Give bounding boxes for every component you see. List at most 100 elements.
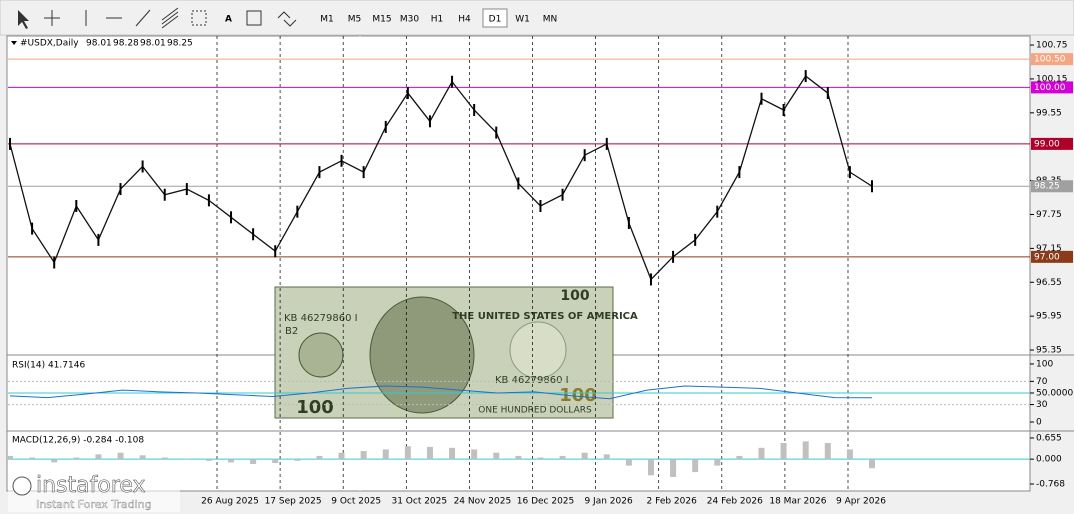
- logo-icon: [12, 476, 32, 496]
- macd-bar: [493, 452, 500, 460]
- level-tag: [1031, 137, 1073, 150]
- date-label: 17 Sep 2025: [265, 497, 322, 507]
- y-tick-label: 0: [1036, 417, 1042, 427]
- timeframe-button[interactable]: M5: [348, 15, 362, 25]
- bill-country: THE UNITED STATES OF AMERICA: [452, 311, 638, 322]
- macd-bar: [360, 451, 367, 460]
- macd-label: MACD(12,26,9) -0.284 -0.108: [12, 436, 144, 446]
- watermark-oval: [509, 321, 567, 379]
- trendline-tool[interactable]: [135, 9, 151, 27]
- macd-bar: [51, 459, 58, 463]
- date-label: 9 Apr 2026: [836, 497, 886, 507]
- macd-bar: [515, 455, 522, 460]
- date-label: 9 Jan 2026: [584, 497, 632, 507]
- level-label: 100.50: [1034, 55, 1066, 65]
- date-label: 24 Nov 2025: [454, 497, 512, 507]
- y-tick-label: 100: [1036, 359, 1053, 369]
- macd-bar: [161, 457, 168, 460]
- level-tag: [1031, 81, 1073, 94]
- level-label: 98.25: [1034, 182, 1060, 192]
- macd-bar: [647, 459, 654, 476]
- date-label: 2 Feb 2026: [647, 497, 698, 507]
- date-label: 16 Dec 2025: [517, 497, 575, 507]
- macd-bar: [471, 449, 478, 460]
- y-tick-label: 99.55: [1036, 108, 1062, 118]
- active-timeframe: [482, 8, 508, 28]
- level-label: 100.00: [1034, 83, 1066, 93]
- macd-bar: [250, 459, 257, 465]
- bill-plate: B2: [285, 326, 298, 337]
- seal: [298, 332, 344, 378]
- tool-label[interactable]: A: [225, 15, 232, 25]
- ohlc-value: 98.01: [140, 39, 166, 49]
- macd-bar: [73, 457, 80, 460]
- date-label: 31 Oct 2025: [391, 497, 447, 507]
- macd-bar: [692, 459, 699, 473]
- macd-bar: [714, 459, 721, 466]
- macd-bar: [139, 455, 146, 460]
- y-tick-label: 0.655: [1036, 433, 1062, 443]
- macd-bar: [382, 449, 389, 460]
- macd-bar: [625, 459, 632, 466]
- macd-bar: [29, 457, 36, 460]
- symbol: #USDX,Daily: [20, 39, 79, 49]
- macd-bar: [183, 458, 190, 460]
- y-tick-label: 0.000: [1036, 455, 1062, 465]
- macd-bar: [449, 447, 456, 460]
- timeframe-button[interactable]: M30: [400, 15, 419, 25]
- macd-bar: [758, 447, 765, 460]
- level-label: 99.00: [1034, 139, 1060, 149]
- macd-bar: [824, 442, 831, 460]
- timeframe-button[interactable]: H4: [458, 15, 471, 25]
- macd-bar: [670, 459, 677, 477]
- date-label: 18 Mar 2026: [769, 497, 826, 507]
- macd-bar: [426, 446, 433, 460]
- portrait: [369, 296, 475, 414]
- rsi-line: [9, 385, 873, 400]
- macd-bar: [559, 455, 566, 460]
- y-tick-label: 97.15: [1036, 244, 1062, 254]
- macd-bar: [603, 454, 610, 460]
- macd-bar: [404, 446, 411, 460]
- level-tag: [1031, 53, 1073, 66]
- macd-bar: [7, 455, 13, 460]
- macd-bar: [581, 452, 588, 460]
- bill-words: ONE HUNDRED DOLLARS: [478, 406, 592, 416]
- ohlc-value: 98.25: [167, 39, 193, 49]
- chart-area: [6, 35, 1031, 492]
- macd-bar: [846, 449, 853, 460]
- y-tick-label: 95.35: [1036, 346, 1062, 356]
- bill-denomination: 100: [559, 385, 597, 406]
- collapse-icon: [11, 41, 17, 45]
- bill-serial: KB 46279860 I: [495, 375, 569, 386]
- timeframe-button[interactable]: M1: [320, 15, 334, 25]
- channel-tool[interactable]: [161, 7, 179, 29]
- timeframe-button[interactable]: MN: [543, 15, 558, 25]
- date-label: 26 Aug 2025: [201, 497, 259, 507]
- banknote: THE UNITED STATES OF AMERICA KB 46279860 …: [274, 286, 638, 419]
- bill-denomination: 100: [560, 288, 589, 304]
- timeframe-button[interactable]: W1: [515, 15, 530, 25]
- level-tag: [1031, 180, 1073, 193]
- arrow-tool[interactable]: [277, 11, 297, 27]
- date-label: 24 Feb 2026: [707, 497, 763, 507]
- timeframe-button[interactable]: D1: [489, 15, 502, 25]
- macd-bar: [272, 459, 279, 464]
- level-tag: [1031, 250, 1073, 263]
- fibo-tool[interactable]: [191, 10, 207, 26]
- macd-bar: [205, 459, 212, 461]
- crosshair-tool[interactable]: [44, 10, 60, 26]
- y-tick-label: 70: [1036, 377, 1048, 387]
- timeframe-button[interactable]: M15: [372, 15, 391, 25]
- ohlc-value: 98.01: [86, 39, 112, 49]
- y-tick-label: 97.75: [1036, 210, 1062, 220]
- cursor-tool[interactable]: [18, 10, 29, 29]
- date-label: 9 Oct 2025: [331, 497, 381, 507]
- timeframe-button[interactable]: H1: [431, 15, 444, 25]
- macd-bar: [316, 455, 323, 460]
- macd-bar: [780, 442, 787, 460]
- level-label: 97.00: [1034, 252, 1060, 262]
- y-tick-label: 30: [1036, 400, 1048, 410]
- label-tool[interactable]: [246, 10, 262, 26]
